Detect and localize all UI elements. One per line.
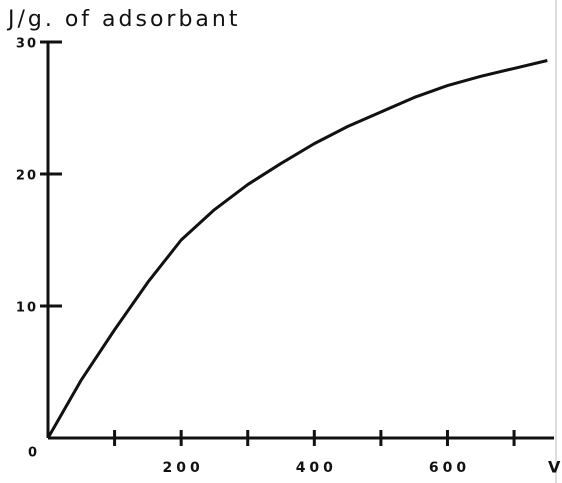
- chart-title: J/g. of adsorbant: [6, 7, 240, 32]
- x-tick-label: 400: [296, 460, 337, 476]
- y-tick-label: 20: [16, 169, 38, 184]
- curve: [46, 59, 548, 439]
- x-tick-label: 200: [163, 460, 204, 476]
- x-axis-label: V: [548, 458, 562, 477]
- origin-label: 0: [28, 446, 39, 461]
- y-tick-label: 30: [16, 37, 38, 52]
- y-tick-label: 10: [16, 301, 38, 316]
- x-tick-label: 600: [429, 460, 470, 476]
